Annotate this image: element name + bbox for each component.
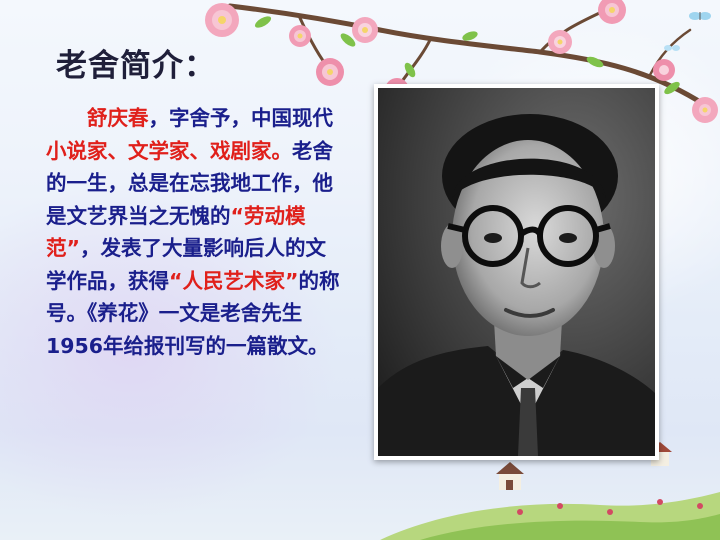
text-segment: 的称号。《养花》一文是老舍先生1956年给报刊写的一篇散文。	[46, 268, 340, 358]
background-glow-left	[0, 180, 340, 520]
slide-title: 老舍简介：	[56, 48, 216, 84]
leaves	[254, 16, 680, 95]
small-flowers	[517, 499, 703, 515]
portrait-photo	[378, 88, 655, 456]
blossom	[352, 17, 378, 43]
text-segment: 老舍的一生，总是在忘我地工作，他是文艺界当之无愧的	[46, 138, 333, 228]
profession-highlight: 小说家、文学家、戏剧家。	[46, 138, 292, 163]
honor-highlight: “劳动模范”	[46, 203, 306, 261]
blossom	[316, 58, 344, 86]
branch	[227, 3, 708, 108]
glasses-icon	[447, 205, 611, 267]
name-highlight: 舒庆春	[87, 106, 149, 130]
introduction-paragraph: 舒庆春，字舍予，中国现代小说家、文学家、戏剧家。老舍的一生，总是在忘我地工作，他…	[46, 102, 346, 362]
blossom	[289, 25, 311, 47]
text-segment: ，发表了大量影响后人的文学作品，获得	[46, 236, 326, 293]
title-highlight: “人民艺术家”	[169, 268, 299, 293]
portrait-frame	[374, 84, 659, 460]
butterfly	[689, 12, 711, 20]
blossom	[692, 97, 718, 123]
blossom	[205, 3, 239, 37]
house-icon	[496, 462, 524, 490]
blossom	[653, 59, 675, 81]
butterfly	[664, 45, 680, 51]
grass	[420, 514, 720, 540]
blossom	[548, 30, 572, 54]
text-segment: ，字舍予，中国现代	[148, 106, 334, 130]
portrait-illustration	[378, 88, 655, 456]
blossom	[598, 0, 626, 24]
